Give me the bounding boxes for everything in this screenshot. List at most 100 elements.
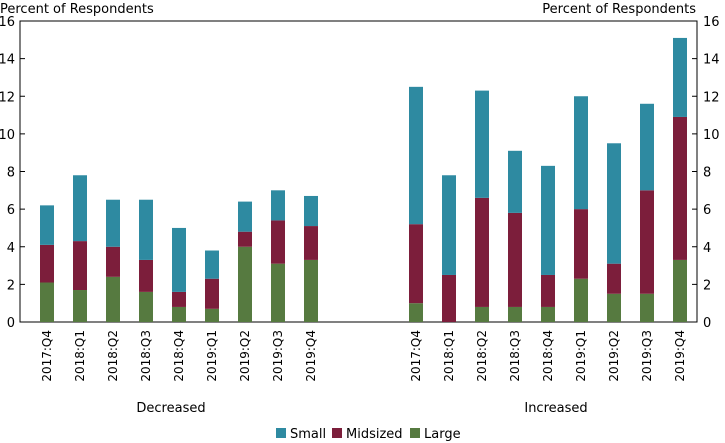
bar-segment-small bbox=[640, 103, 654, 191]
category-label: 2018:Q2 bbox=[475, 330, 489, 382]
y-tick-label-left: 14 bbox=[0, 53, 15, 68]
group-label-increased: Increased bbox=[524, 401, 587, 416]
bar-segment-large bbox=[238, 246, 252, 322]
category-label: 2018:Q3 bbox=[139, 330, 153, 382]
bar-segment-small bbox=[106, 199, 120, 247]
category-label: 2019:Q1 bbox=[205, 330, 219, 382]
bar-segment-small bbox=[271, 190, 285, 221]
bar-segment-small bbox=[607, 143, 621, 264]
y-axis-title-left: Percent of Respondents bbox=[0, 2, 154, 17]
category-label: 2018:Q1 bbox=[73, 330, 87, 382]
bar-segment-midsized bbox=[172, 291, 186, 307]
y-tick-label-left: 4 bbox=[7, 241, 15, 256]
bar-segment-large bbox=[271, 263, 285, 322]
plot-area-frame bbox=[19, 20, 698, 323]
y-tick-label-right: 4 bbox=[703, 241, 711, 256]
category-label: 2019:Q4 bbox=[304, 330, 318, 382]
bar-segment-large bbox=[508, 306, 522, 322]
legend-label-small: Small bbox=[290, 427, 326, 442]
y-tick-label-right: 8 bbox=[703, 166, 711, 181]
bar-segment-small bbox=[172, 227, 186, 292]
bar-segment-large bbox=[640, 293, 654, 322]
bar-segment-midsized bbox=[541, 274, 555, 307]
category-label: 2017:Q4 bbox=[409, 330, 423, 382]
category-label: 2019:Q3 bbox=[640, 330, 654, 382]
bar-segment-midsized bbox=[106, 246, 120, 277]
legend-swatch-large bbox=[410, 428, 420, 438]
bar-segment-small bbox=[238, 201, 252, 232]
bar-segment-midsized bbox=[271, 220, 285, 264]
category-label: 2019:Q3 bbox=[271, 330, 285, 382]
bar-segment-small bbox=[40, 205, 54, 245]
y-tick-label-left: 0 bbox=[7, 316, 15, 331]
bar-segment-midsized bbox=[205, 278, 219, 309]
bar-segment-small bbox=[541, 165, 555, 275]
bar-segment-midsized bbox=[508, 212, 522, 307]
bar-segment-large bbox=[673, 259, 687, 322]
y-tick-label-right: 16 bbox=[703, 15, 720, 30]
bar-segment-large bbox=[475, 306, 489, 322]
group-label-decreased: Decreased bbox=[136, 401, 205, 416]
bar-segment-large bbox=[172, 306, 186, 322]
bar-segment-small bbox=[574, 96, 588, 210]
bar-segment-midsized bbox=[409, 224, 423, 304]
bar-segment-midsized bbox=[238, 231, 252, 247]
category-label: 2018:Q1 bbox=[442, 330, 456, 382]
bar-segment-midsized bbox=[574, 209, 588, 279]
y-tick-label-right: 2 bbox=[703, 278, 711, 293]
bar-segment-midsized bbox=[607, 263, 621, 294]
bar-segment-small bbox=[205, 250, 219, 279]
bar-segment-large bbox=[409, 303, 423, 322]
left-tick-labels: 0 2 4 6 8 10 12 14 16 bbox=[0, 15, 25, 331]
y-tick-label-left: 12 bbox=[0, 90, 15, 105]
category-label: 2019:Q2 bbox=[238, 330, 252, 382]
bar-segment-midsized bbox=[475, 197, 489, 307]
bar-segment-midsized bbox=[40, 244, 54, 283]
bar-segment-midsized bbox=[640, 190, 654, 294]
bar-segment-midsized bbox=[73, 241, 87, 291]
category-label: 2019:Q4 bbox=[673, 330, 687, 382]
bars bbox=[40, 37, 687, 322]
bar-segment-large bbox=[607, 293, 621, 322]
bar-segment-small bbox=[673, 37, 687, 117]
legend-swatch-midsized bbox=[332, 428, 342, 438]
legend-label-large: Large bbox=[424, 427, 461, 442]
bar-segment-small bbox=[139, 199, 153, 260]
bar-segment-small bbox=[73, 175, 87, 242]
bar-segment-large bbox=[40, 282, 54, 322]
right-tick-labels: 0 2 4 6 8 10 12 14 16 bbox=[692, 15, 720, 331]
bar-segment-midsized bbox=[673, 116, 687, 260]
bar-segment-small bbox=[304, 195, 318, 227]
y-axis-title-right: Percent of Respondents bbox=[542, 2, 696, 17]
bar-segment-small bbox=[508, 150, 522, 213]
bar-segment-large bbox=[541, 306, 555, 322]
y-tick-label-left: 10 bbox=[0, 128, 15, 143]
bar-segment-large bbox=[574, 278, 588, 322]
category-label: 2018:Q4 bbox=[172, 330, 186, 382]
y-tick-label-left: 6 bbox=[7, 203, 15, 218]
bar-segment-midsized bbox=[442, 274, 456, 322]
y-tick-label-right: 10 bbox=[703, 128, 720, 143]
category-label: 2019:Q1 bbox=[574, 330, 588, 382]
bar-segment-midsized bbox=[139, 259, 153, 292]
bar-segment-small bbox=[409, 86, 423, 225]
category-labels: 2017:Q4 2018:Q1 2018:Q2 2018:Q3 2018:Q4 2019:… bbox=[40, 330, 687, 382]
bar-segment-large bbox=[73, 290, 87, 322]
bar-segment-large bbox=[139, 291, 153, 322]
y-tick-label-left: 2 bbox=[7, 278, 15, 293]
bar-segment-small bbox=[442, 175, 456, 275]
bar-segment-small bbox=[475, 90, 489, 198]
y-tick-label-right: 0 bbox=[703, 316, 711, 331]
bar-segment-large bbox=[205, 308, 219, 322]
category-label: 2018:Q4 bbox=[541, 330, 555, 382]
y-tick-label-right: 12 bbox=[703, 90, 720, 105]
bar-segment-midsized bbox=[304, 226, 318, 260]
category-label: 2018:Q3 bbox=[508, 330, 522, 382]
legend-label-midsized: Midsized bbox=[346, 427, 403, 442]
y-tick-label-right: 14 bbox=[703, 53, 720, 68]
bar-segment-large bbox=[106, 276, 120, 322]
bar-segment-large bbox=[304, 259, 318, 322]
legend-swatch-small bbox=[276, 428, 286, 438]
y-tick-label-right: 6 bbox=[703, 203, 711, 218]
